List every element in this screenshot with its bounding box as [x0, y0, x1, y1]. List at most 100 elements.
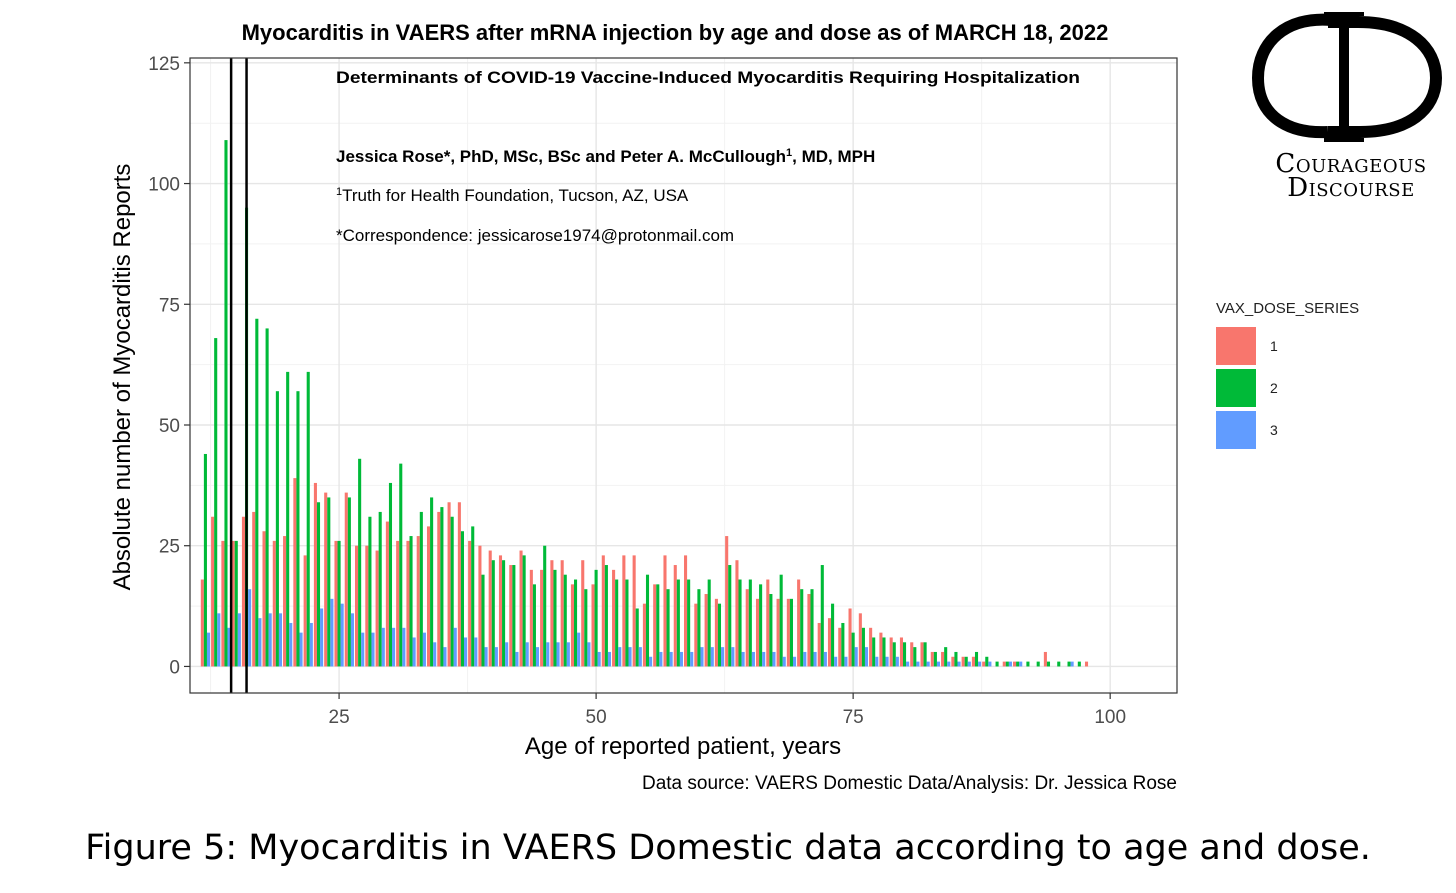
- x-tick-label: 25: [329, 707, 350, 728]
- bar-dose-1: [632, 555, 636, 667]
- bar-dose-3: [957, 661, 961, 667]
- logo-d-shape: [1328, 16, 1443, 138]
- bar-dose-2: [666, 589, 670, 667]
- bar-dose-1: [581, 560, 585, 667]
- bar-dose-2: [861, 627, 865, 667]
- bar-dose-2: [810, 589, 814, 667]
- bar-dose-2: [224, 140, 228, 667]
- bar-dose-1: [766, 579, 770, 667]
- bar-dose-1: [612, 569, 616, 667]
- bar-dose-3: [258, 618, 262, 667]
- bar-dose-1: [930, 651, 934, 667]
- bar-dose-2: [769, 594, 773, 667]
- bar-dose-1: [622, 555, 626, 667]
- bar-dose-1: [827, 618, 832, 667]
- bar-dose-1: [735, 560, 739, 667]
- bar-dose-3: [895, 656, 899, 667]
- bar-dose-2: [584, 589, 588, 667]
- bar-dose-1: [786, 598, 790, 667]
- bar-dose-3: [237, 613, 241, 667]
- bar-dose-3: [967, 661, 971, 667]
- bar-dose-3: [217, 613, 221, 667]
- bar-dose-2: [419, 511, 423, 667]
- bar-dose-1: [1002, 661, 1006, 667]
- bar-dose-2: [1016, 661, 1020, 667]
- bar-dose-3: [741, 651, 745, 667]
- bar-dose-3: [834, 656, 838, 667]
- bar-dose-1: [468, 540, 472, 667]
- bar-dose-2: [913, 647, 917, 667]
- bar-dose-3: [988, 661, 992, 667]
- bar-dose-1: [776, 598, 780, 667]
- bar-dose-1: [560, 560, 564, 667]
- bar-dose-2: [625, 579, 629, 667]
- bar-dose-1: [437, 511, 441, 667]
- bar-dose-3: [566, 642, 570, 667]
- bar-dose-1: [879, 632, 883, 667]
- bar-dose-1: [642, 603, 646, 667]
- bar-dose-3: [936, 661, 941, 667]
- y-tick-label: 100: [148, 175, 180, 196]
- bar-dose-3: [803, 651, 807, 667]
- bar-dose-1: [252, 511, 256, 667]
- bar-dose-3: [494, 647, 498, 667]
- bar-dose-1: [375, 550, 379, 667]
- bar-dose-3: [330, 598, 334, 667]
- figure-caption: Figure 5: Myocarditis in VAERS Domestic …: [85, 828, 1371, 868]
- bar-dose-1: [807, 594, 811, 667]
- bar-dose-2: [440, 507, 444, 667]
- bar-dose-2: [460, 531, 464, 667]
- bar-dose-2: [1067, 661, 1071, 667]
- bar-dose-1: [488, 550, 492, 667]
- bar-dose-2: [728, 565, 732, 667]
- x-tick-label: 100: [1094, 707, 1126, 728]
- bar-dose-3: [906, 661, 910, 667]
- bar-dose-3: [278, 613, 283, 667]
- bar-dose-3: [206, 632, 211, 667]
- legend-key-dose-2: [1216, 369, 1256, 407]
- bar-dose-1: [694, 603, 698, 667]
- x-tick-label: 75: [843, 707, 864, 728]
- bar-dose-1: [334, 540, 338, 667]
- legend: VAX_DOSE_SERIES 1 2 3: [1216, 300, 1416, 451]
- bar-dose-2: [615, 579, 619, 667]
- bar-dose-3: [505, 642, 509, 667]
- bar-dose-1: [1013, 661, 1017, 667]
- bar-dose-2: [892, 642, 896, 667]
- bar-dose-2: [430, 497, 434, 667]
- bar-dose-2: [759, 584, 763, 667]
- bar-dose-1: [745, 589, 749, 667]
- bar-dose-2: [872, 637, 876, 667]
- bar-dose-3: [618, 647, 622, 667]
- bar-dose-3: [762, 651, 766, 667]
- logo-text-line2: Discourse: [1287, 173, 1415, 203]
- data-source: Data source: VAERS Domestic Data/Analysi…: [642, 773, 1177, 794]
- bar-dose-2: [738, 579, 742, 667]
- bar-dose-3: [649, 656, 653, 667]
- bar-dose-3: [433, 642, 437, 667]
- plot-background: [190, 58, 1177, 693]
- bar-dose-2: [214, 338, 218, 667]
- bar-dose-3: [926, 661, 930, 667]
- bar-dose-1: [457, 502, 461, 667]
- bar-dose-3: [443, 647, 447, 667]
- bar-dose-1: [293, 478, 297, 667]
- bar-dose-2: [399, 463, 403, 667]
- bar-dose-1: [262, 531, 266, 667]
- bar-dose-2: [553, 569, 557, 667]
- courageous-discourse-logo: [1251, 12, 1443, 142]
- logo-text-line1: Courageous: [1275, 149, 1427, 179]
- bar-dose-2: [316, 502, 321, 667]
- paper-correspondence: *Correspondence: jessicarose1974@protonm…: [336, 226, 734, 245]
- bar-dose-2: [748, 579, 752, 667]
- bar-dose-2: [933, 651, 937, 667]
- bar-dose-1: [684, 555, 688, 667]
- bar-dose-2: [347, 497, 351, 667]
- bar-dose-3: [535, 647, 540, 667]
- authors-superscript: 1: [786, 147, 792, 159]
- bar-dose-3: [546, 642, 550, 667]
- legend-item: 2: [1216, 367, 1416, 409]
- legend-title: VAX_DOSE_SERIES: [1216, 300, 1360, 317]
- bar-dose-3: [309, 622, 313, 667]
- bar-dose-2: [203, 453, 207, 667]
